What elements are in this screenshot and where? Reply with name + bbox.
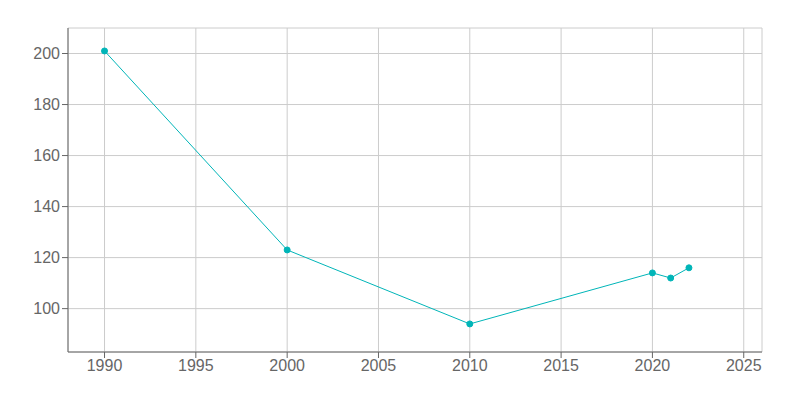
svg-text:120: 120 — [33, 249, 60, 266]
svg-text:1990: 1990 — [87, 357, 123, 374]
svg-text:160: 160 — [33, 147, 60, 164]
svg-text:2015: 2015 — [543, 357, 579, 374]
svg-text:180: 180 — [33, 96, 60, 113]
svg-text:100: 100 — [33, 300, 60, 317]
svg-text:200: 200 — [33, 45, 60, 62]
svg-text:140: 140 — [33, 198, 60, 215]
svg-text:2000: 2000 — [269, 357, 305, 374]
svg-text:2005: 2005 — [361, 357, 397, 374]
svg-text:2010: 2010 — [452, 357, 488, 374]
svg-text:1995: 1995 — [178, 357, 214, 374]
svg-text:2020: 2020 — [635, 357, 671, 374]
svg-text:2025: 2025 — [726, 357, 762, 374]
